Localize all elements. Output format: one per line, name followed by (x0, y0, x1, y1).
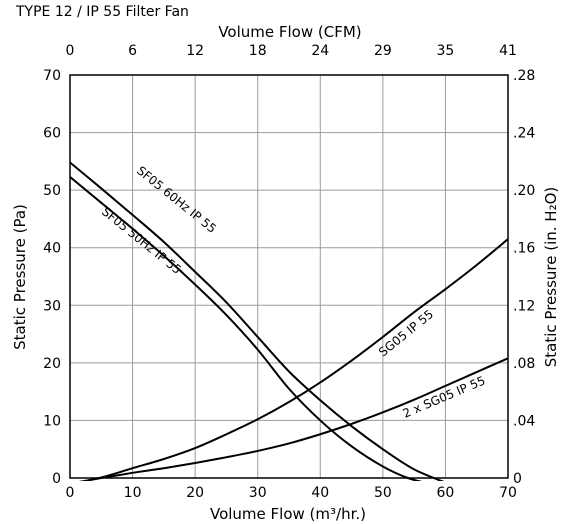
y-tick-label: 60 (43, 126, 61, 142)
x-tick-label: 50 (374, 485, 392, 501)
y-right-tick-label: .04 (513, 413, 535, 429)
series-label-sf05-50hz-ip-55: SF05 50Hz IP 55 (99, 204, 184, 276)
x-top-tick-label: 29 (374, 43, 392, 59)
x-tick-label: 40 (311, 485, 329, 501)
y-axis-label-right: Static Pressure (in. H₂O) (542, 187, 560, 368)
x-tick-label: 0 (66, 485, 75, 501)
y-right-tick-label: .16 (513, 241, 535, 257)
series-label-sf05-60hz-ip-55: SF05 60Hz IP 55 (134, 163, 219, 235)
y-right-tick-label: .24 (513, 126, 535, 142)
x-top-tick-label: 41 (499, 43, 517, 59)
x-tick-label: 70 (499, 485, 517, 501)
y-right-tick-label: .20 (513, 183, 535, 199)
chart-title: TYPE 12 / IP 55 Filter Fan (16, 4, 189, 20)
series-line-sf05-50hz-ip-55 (70, 176, 423, 481)
y-right-tick-label: .08 (513, 356, 535, 372)
tick-labels: 0 10 20 30 40 50 60 700 6 12 18 24 29 35 4101020304050… (43, 43, 535, 501)
x-top-tick-label: 0 (66, 43, 75, 59)
y-right-tick-label: .12 (513, 298, 535, 314)
x-tick-label: 20 (186, 485, 204, 501)
y-tick-label: 40 (43, 241, 61, 257)
y-axis-label-left: Static Pressure (Pa) (11, 204, 29, 350)
x-axis-label-bottom: Volume Flow (m³/hr.) (210, 505, 366, 523)
series-line-sf05-60hz-ip-55 (70, 161, 445, 481)
x-tick-label: 60 (437, 485, 455, 501)
series-line-sg05-ip-55 (79, 238, 508, 481)
series-label-sg05-ip-55: SG05 IP 55 (376, 307, 436, 359)
y-tick-label: 70 (43, 68, 61, 84)
plot-frame (69, 74, 509, 479)
y-tick-label: 50 (43, 183, 61, 199)
y-tick-label: 20 (43, 356, 61, 372)
y-right-tick-label: .28 (513, 68, 535, 84)
x-tick-label: 30 (249, 485, 267, 501)
y-tick-label: 10 (43, 413, 61, 429)
x-top-tick-label: 12 (186, 43, 204, 59)
x-tick-label: 10 (124, 485, 142, 501)
x-axis-label-top: Volume Flow (CFM) (218, 23, 361, 41)
x-top-tick-label: 35 (437, 43, 455, 59)
y-tick-label: 30 (43, 298, 61, 314)
y-right-tick-label: 0 (513, 471, 522, 487)
curves (70, 161, 508, 481)
series-label-2-x-sg05-ip-55: 2 x SG05 IP 55 (401, 373, 488, 420)
grid (70, 75, 508, 478)
x-top-tick-label: 24 (311, 43, 329, 59)
series-line-2-x-sg05-ip-55 (79, 357, 508, 481)
y-tick-label: 0 (52, 471, 61, 487)
x-top-tick-label: 6 (128, 43, 137, 59)
x-top-tick-label: 18 (249, 43, 267, 59)
